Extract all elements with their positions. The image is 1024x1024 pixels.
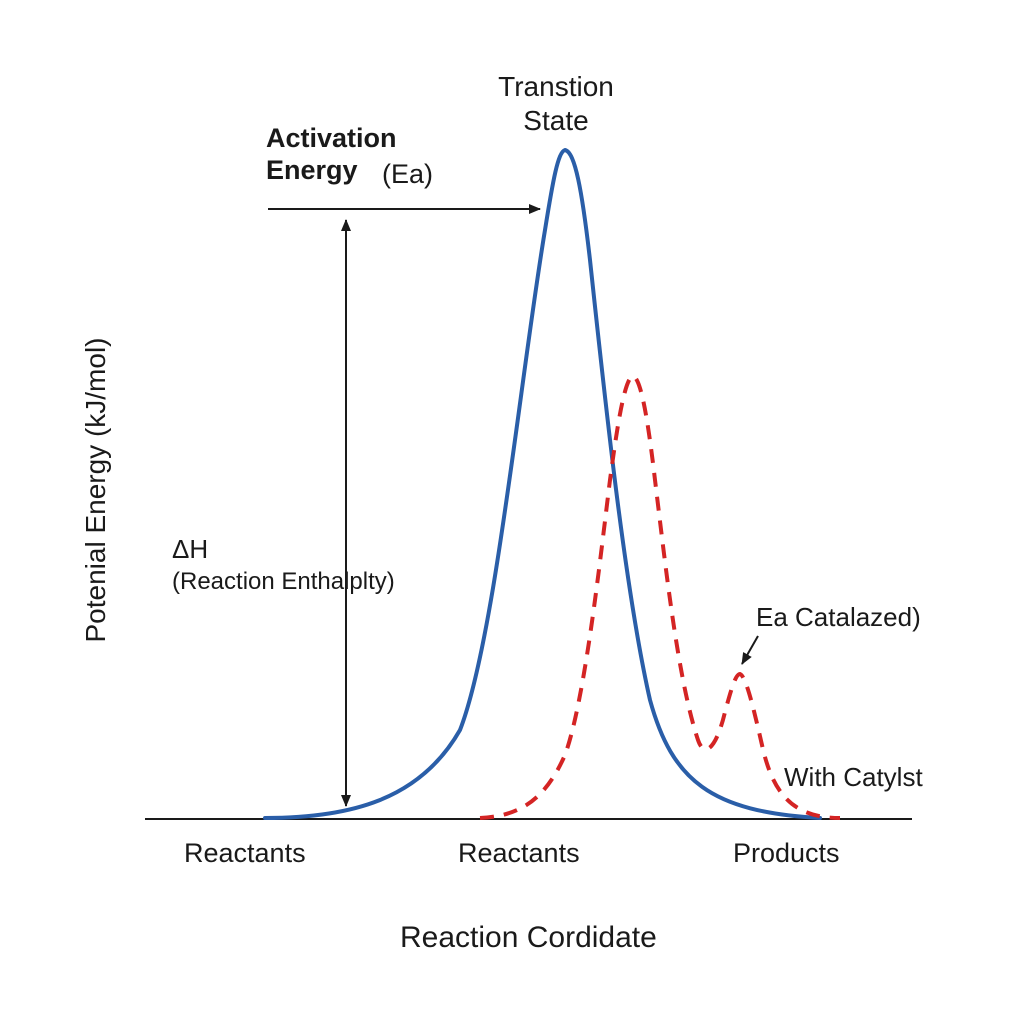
activation-energy-text: Activation Energy <box>266 123 397 186</box>
with-catalyst-label: With Catylst <box>784 762 923 792</box>
x-category-reactants-2: Reactants <box>458 838 580 868</box>
transition-state-label: Transtion State <box>498 71 614 136</box>
x-category-reactants-1: Reactants <box>184 838 306 868</box>
catalyzed-pointer-arrow <box>741 635 759 665</box>
catalyzed-curve <box>479 373 841 820</box>
enthalpy-label: (Reaction Enthalplty) <box>172 568 395 595</box>
y-axis-title: Potenial Energy (kJ/mol) <box>80 337 111 643</box>
enthalpy-symbol: ΔH <box>172 534 209 564</box>
catalyzed-energy-label: Ea Catalazed) <box>756 602 921 632</box>
x-axis-title: Reaction Cordidate <box>400 921 657 954</box>
x-category-products: Products <box>733 838 840 868</box>
activation-energy-symbol: (Ea) <box>382 159 434 189</box>
activation-energy-label: Activation Energy <box>266 122 416 187</box>
uncatalyzed-curve <box>263 147 822 820</box>
